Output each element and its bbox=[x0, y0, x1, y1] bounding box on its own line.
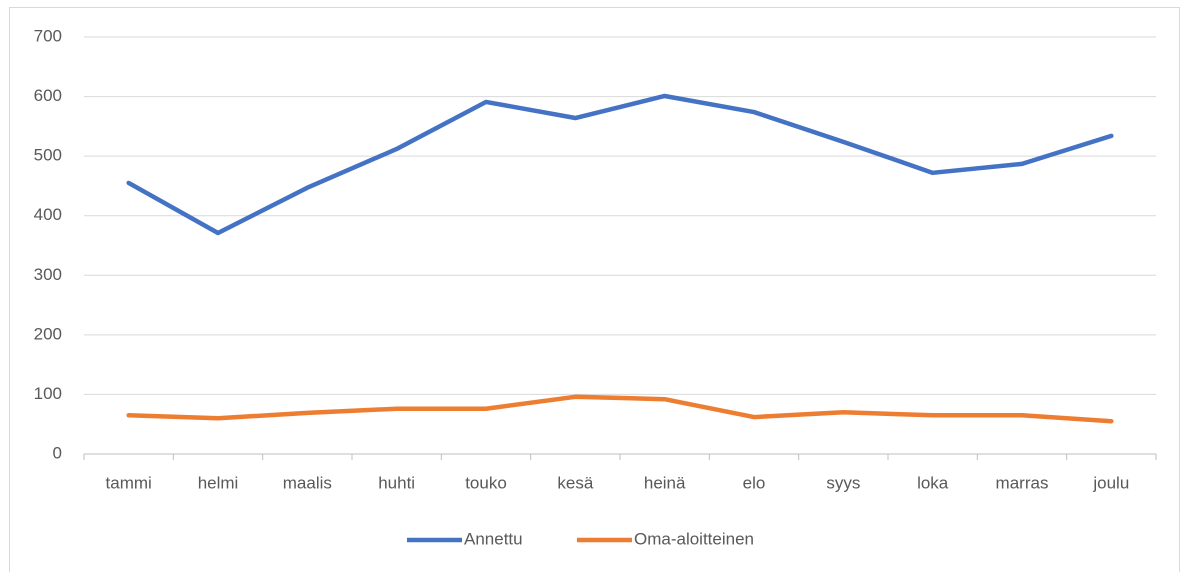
x-tick-label: marras bbox=[996, 473, 1049, 492]
x-tick-label: joulu bbox=[1092, 473, 1129, 492]
x-tick-label: heinä bbox=[644, 473, 686, 492]
x-tick-label: tammi bbox=[106, 473, 152, 492]
y-tick-label: 200 bbox=[34, 324, 62, 343]
x-tick-label: loka bbox=[917, 473, 949, 492]
y-tick-label: 600 bbox=[34, 86, 62, 105]
y-tick-label: 300 bbox=[34, 265, 62, 284]
x-tick-label: maalis bbox=[283, 473, 332, 492]
x-tick-label: kesä bbox=[557, 473, 593, 492]
series-line bbox=[126, 93, 1114, 236]
legend-label: Annettu bbox=[464, 529, 523, 548]
x-tick-label: huhti bbox=[378, 473, 415, 492]
chart-frame bbox=[9, 7, 1180, 572]
y-tick-label: 0 bbox=[53, 443, 62, 462]
series-line bbox=[126, 394, 1114, 424]
y-tick-label: 100 bbox=[34, 384, 62, 403]
y-tick-label: 400 bbox=[34, 205, 62, 224]
x-tick-label: elo bbox=[743, 473, 766, 492]
y-tick-label: 700 bbox=[34, 26, 62, 45]
legend-label: Oma-aloitteinen bbox=[634, 529, 754, 548]
x-tick-label: helmi bbox=[198, 473, 239, 492]
y-tick-label: 500 bbox=[34, 146, 62, 165]
x-tick-label: syys bbox=[826, 473, 860, 492]
x-tick-label: touko bbox=[465, 473, 507, 492]
